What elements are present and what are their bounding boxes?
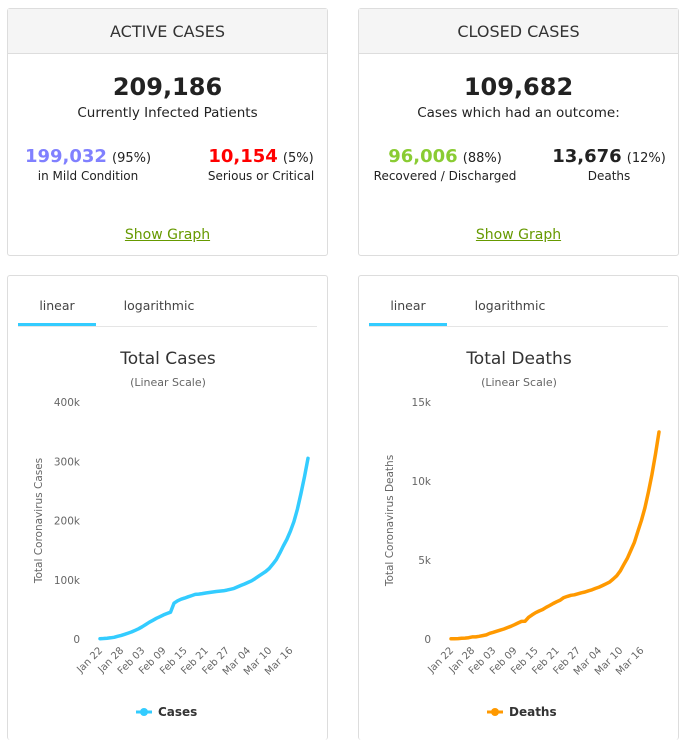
y-tick-label: 0 <box>73 634 80 646</box>
chart-title: Total Cases <box>119 349 216 369</box>
serious-value: 10,154 <box>208 146 278 167</box>
recovered-value: 96,006 <box>388 146 458 167</box>
chart-subtitle: (Linear Scale) <box>481 376 557 389</box>
y-axis-label: Total Coronavirus Cases <box>33 458 45 584</box>
series-line <box>449 430 661 641</box>
total-deaths-chart-panel: linear logarithmic Total Deaths (Linear S… <box>358 275 679 740</box>
serious-pct: (5%) <box>282 151 314 166</box>
chart-title: Total Deaths <box>465 349 572 369</box>
y-tick-label: 100k <box>54 575 81 587</box>
total-cases-chart: Total Cases (Linear Scale) Total Coronavir… <box>33 349 310 719</box>
legend-label[interactable]: Cases <box>158 705 197 719</box>
tab-linear[interactable]: linear <box>18 294 96 326</box>
deaths-scale-tabs: linear logarithmic <box>369 294 668 327</box>
mild-pct: (95%) <box>112 151 152 166</box>
y-tick-label: 10k <box>412 476 432 488</box>
cases-scale-tabs: linear logarithmic <box>18 294 317 327</box>
y-tick-label: 200k <box>54 516 81 528</box>
active-show-graph-link[interactable]: Show Graph <box>124 227 211 243</box>
y-tick-label: 300k <box>54 456 81 468</box>
legend-label[interactable]: Deaths <box>509 705 557 719</box>
mild-label: in Mild Condition <box>37 169 139 183</box>
active-cases-header: ACTIVE CASES <box>8 9 327 54</box>
y-axis-label: Total Coronavirus Deaths <box>384 455 396 587</box>
chart-subtitle: (Linear Scale) <box>130 376 206 389</box>
closed-cases-panel: CLOSED CASES 109,682 Cases which had an … <box>358 8 679 256</box>
mild-condition-stat: 199,032 (95%) in Mild Condition <box>18 146 158 183</box>
tab-logarithmic[interactable]: logarithmic <box>123 298 195 313</box>
y-tick-label: 5k <box>418 555 432 567</box>
mild-value: 199,032 <box>24 146 107 167</box>
closed-cases-total: 109,682 <box>463 73 574 101</box>
series-line <box>98 456 310 641</box>
active-cases-total: 209,186 <box>112 73 223 101</box>
tab-linear[interactable]: linear <box>369 294 447 326</box>
serious-condition-stat: 10,154 (5%) Serious or Critical <box>198 146 324 183</box>
closed-show-graph-link[interactable]: Show Graph <box>475 227 562 243</box>
deaths-label: Deaths <box>587 169 631 183</box>
deaths-stat: 13,676 (12%) Deaths <box>549 146 669 183</box>
y-tick-label: 15k <box>412 397 432 409</box>
legend-marker <box>491 708 499 716</box>
total-cases-chart-panel: linear logarithmic Total Cases (Linear Sc… <box>7 275 328 740</box>
recovered-stat: 96,006 (88%) Recovered / Discharged <box>369 146 521 183</box>
deaths-pct: (12%) <box>626 151 666 166</box>
recovered-pct: (88%) <box>462 151 502 166</box>
active-cases-panel: ACTIVE CASES 209,186 Currently Infected … <box>7 8 328 256</box>
y-tick-label: 0 <box>424 634 431 646</box>
active-cases-total-label: Currently Infected Patients <box>77 105 258 121</box>
legend-marker <box>140 708 148 716</box>
closed-cases-header: CLOSED CASES <box>359 9 678 54</box>
y-tick-label: 400k <box>54 397 81 409</box>
deaths-value: 13,676 <box>552 146 622 167</box>
total-deaths-chart: Total Deaths (Linear Scale) Total Coronavi… <box>384 349 661 719</box>
closed-cases-total-label: Cases which had an outcome: <box>417 105 620 121</box>
serious-label: Serious or Critical <box>207 169 315 183</box>
tab-logarithmic[interactable]: logarithmic <box>474 298 546 313</box>
recovered-label: Recovered / Discharged <box>373 169 517 183</box>
